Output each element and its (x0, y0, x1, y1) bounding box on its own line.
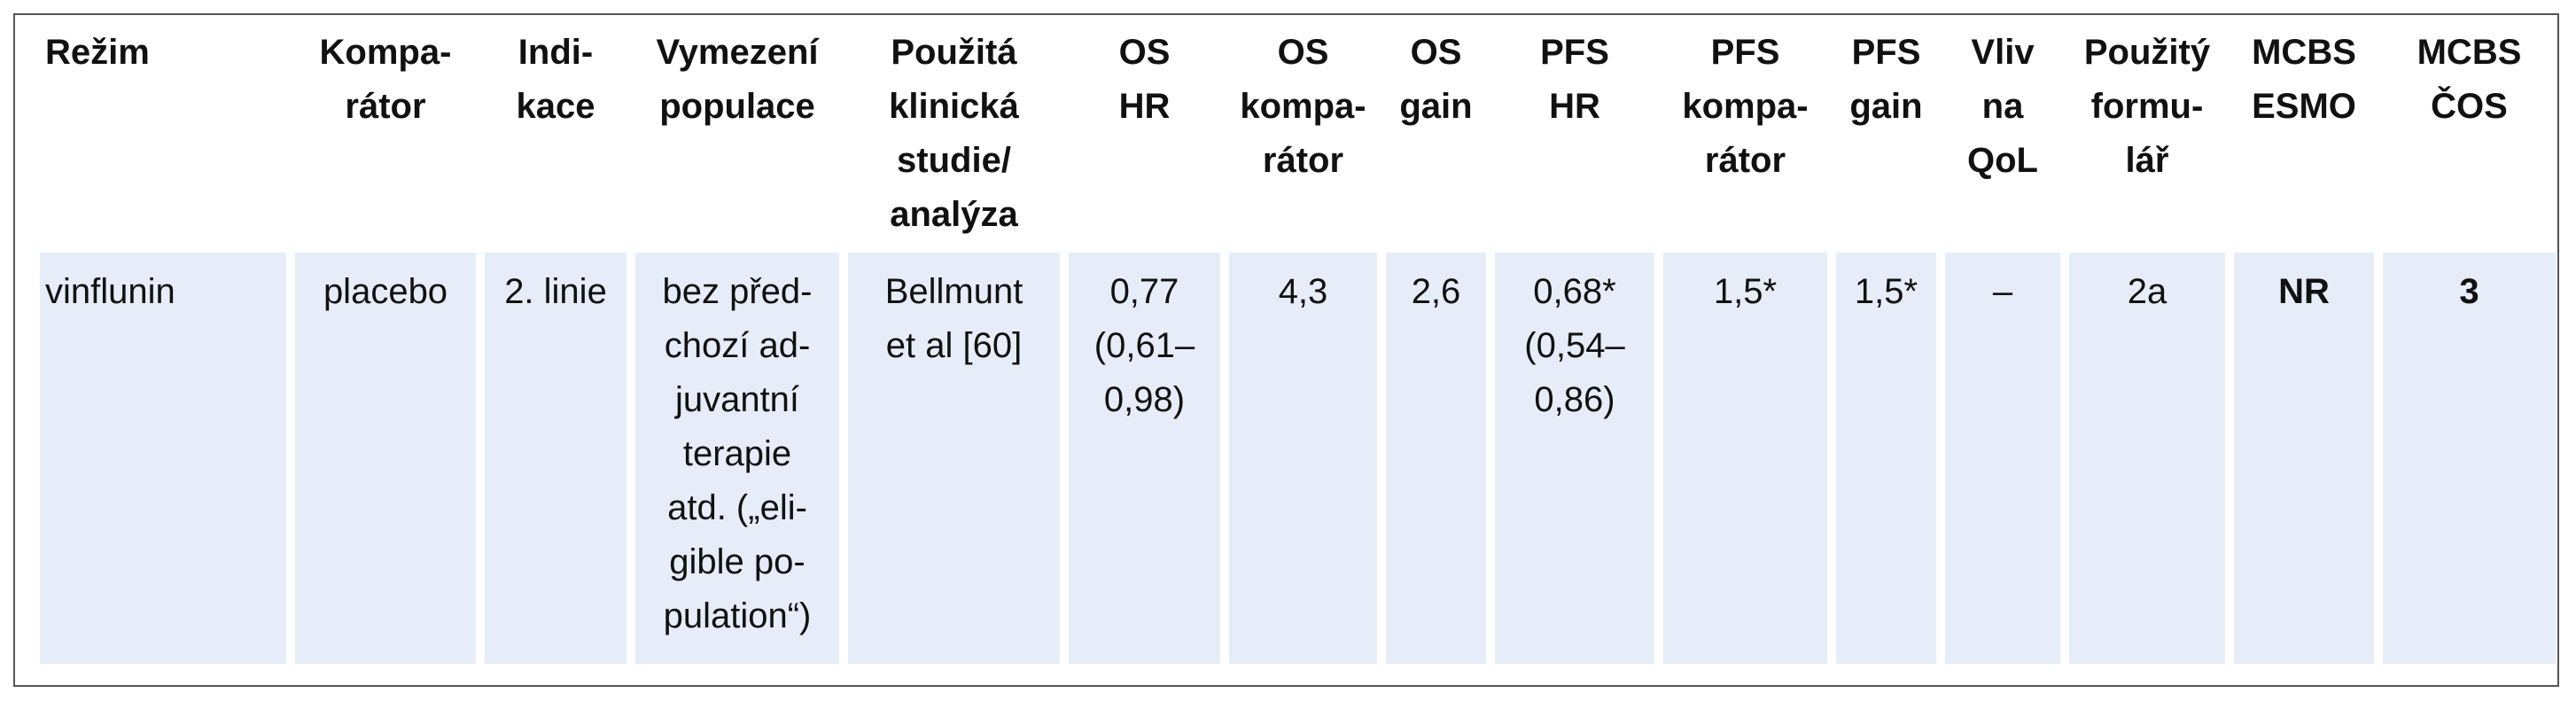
header-cell: Použitá klinická studie/ analýza (889, 33, 1019, 234)
header-cell: Indi- kace (516, 33, 595, 126)
header-cell: PFS HR (1540, 33, 1609, 126)
header-cell: Režim (45, 33, 150, 72)
header-cell: Vliv na QoL (1967, 33, 2038, 180)
table-cell: NR (2234, 253, 2374, 664)
table-row: vinflunin placebo 2. linie bez před- chozí … (40, 253, 2556, 664)
header-cell: OS kompa- rátor (1240, 33, 1366, 180)
header-cell: PFS gain (1849, 33, 1923, 126)
table-cell: bez před- chozí ad- juvantní terapie atd… (635, 253, 839, 664)
table-cell: 0,68* (0,54– 0,86) (1495, 253, 1654, 664)
table-cell: 2,6 (1386, 253, 1486, 664)
table-frame: Režim Kompa- rátor Indi- kace Vymezení popu… (13, 13, 2559, 687)
header-cell: MCBS ESMO (2252, 33, 2356, 126)
header-cell: OS HR (1118, 33, 1171, 126)
table: Režim Kompa- rátor Indi- kace Vymezení popu… (31, 22, 2564, 664)
header-cell: PFS kompa- rátor (1682, 33, 1809, 180)
header-cell: MCBS ČOS (2416, 33, 2522, 126)
table-cell: – (1945, 253, 2060, 664)
table-body: vinflunin placebo 2. linie bez před- chozí … (40, 253, 2556, 664)
header-cell: Použitý formu- lář (2083, 33, 2211, 180)
table-cell: 4,3 (1229, 253, 1377, 664)
header-row: Režim Kompa- rátor Indi- kace Vymezení popu… (40, 22, 2556, 253)
table-cell: 0,77 (0,61– 0,98) (1069, 253, 1220, 664)
header-cell: Vymezení populace (656, 33, 819, 126)
table-cell: 1,5* (1663, 253, 1827, 664)
table-cell: Bellmunt et al [60] (848, 253, 1060, 664)
table-cell: vinflunin (40, 253, 286, 664)
table-cell: 3 (2383, 253, 2556, 664)
table-cell: 2a (2069, 253, 2225, 664)
table-cell: placebo (295, 253, 476, 664)
header-cell: OS gain (1399, 33, 1473, 126)
table-cell: 1,5* (1836, 253, 1936, 664)
header-cell: Kompa- rátor (319, 33, 452, 126)
table-cell: 2. linie (485, 253, 626, 664)
